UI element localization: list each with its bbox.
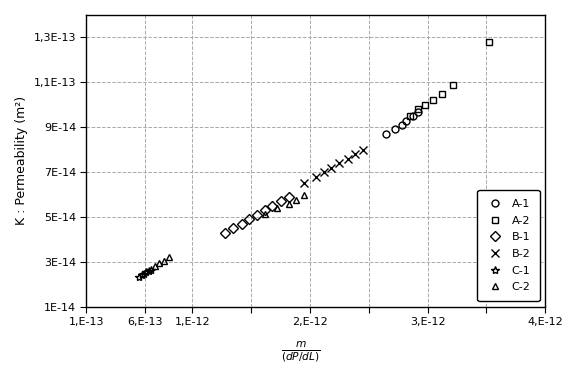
B-2	[351, 152, 358, 156]
B-2	[312, 174, 319, 179]
B-2	[301, 181, 307, 185]
A-2	[406, 114, 413, 118]
C-1	[138, 273, 145, 277]
B-1	[286, 195, 292, 199]
A-1	[414, 109, 421, 114]
Line: B-2: B-2	[300, 145, 367, 188]
B-1	[222, 230, 229, 235]
B-2	[360, 148, 366, 152]
B-1	[238, 222, 245, 226]
Line: A-2: A-2	[406, 39, 492, 120]
B-2	[328, 166, 335, 170]
B-1	[262, 208, 269, 212]
A-1	[398, 123, 405, 127]
A-1	[383, 132, 390, 136]
C-1	[143, 270, 150, 275]
A-1	[403, 118, 410, 123]
A-2	[414, 107, 421, 112]
C-2	[273, 206, 280, 210]
B-2	[321, 170, 328, 174]
Legend: A-1, A-2, B-1, B-2, C-1, C-2: A-1, A-2, B-1, B-2, C-1, C-2	[477, 190, 540, 301]
C-1	[148, 268, 155, 273]
Text: $\frac{m}{(dP/dL)}$: $\frac{m}{(dP/dL)}$	[281, 340, 320, 364]
C-1	[136, 274, 143, 279]
Line: B-1: B-1	[222, 193, 292, 236]
B-1	[269, 204, 276, 208]
B-1	[245, 217, 252, 222]
A-1	[391, 127, 398, 132]
A-1	[410, 114, 417, 118]
C-2	[165, 255, 172, 260]
A-2	[422, 103, 429, 107]
C-2	[262, 212, 269, 216]
C-1	[140, 271, 147, 276]
A-2	[450, 82, 457, 87]
C-1	[145, 269, 152, 273]
B-1	[277, 199, 284, 204]
Line: C-1: C-1	[135, 266, 155, 281]
C-2	[301, 192, 307, 197]
Line: A-1: A-1	[383, 108, 421, 137]
C-2	[292, 198, 299, 202]
A-2	[438, 91, 445, 96]
A-2	[430, 98, 437, 103]
Y-axis label: K : Permeability (m²): K : Permeability (m²)	[15, 96, 28, 226]
C-2	[161, 259, 168, 263]
C-2	[286, 201, 292, 206]
B-1	[254, 213, 261, 217]
Line: C-2: C-2	[151, 191, 307, 270]
B-1	[230, 226, 237, 230]
B-2	[344, 156, 351, 161]
C-2	[151, 264, 158, 269]
A-2	[485, 40, 492, 44]
C-2	[156, 261, 163, 265]
B-2	[336, 161, 343, 165]
